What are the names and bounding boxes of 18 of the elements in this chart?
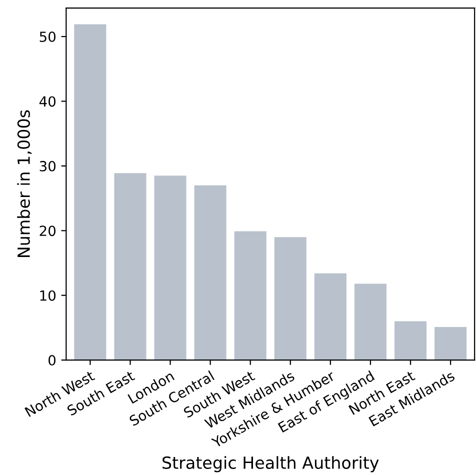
bar xyxy=(434,327,467,360)
bar xyxy=(354,284,386,360)
y-axis-title: Number in 1,000s xyxy=(17,110,32,257)
bar xyxy=(74,24,106,360)
y-tick-label: 40 xyxy=(39,96,56,107)
x-axis-title: Strategic Health Authority xyxy=(162,456,379,472)
y-tick-label: 10 xyxy=(40,290,56,301)
bar xyxy=(154,176,186,360)
y-tick-label: 20 xyxy=(40,226,56,236)
y-tick-label: 50 xyxy=(40,32,56,42)
bar xyxy=(394,321,427,360)
bar xyxy=(194,185,226,360)
bar xyxy=(274,237,306,360)
y-tick-label: 0 xyxy=(48,355,56,366)
bar xyxy=(114,173,146,360)
y-tick-label: 30 xyxy=(40,160,56,172)
bar xyxy=(314,273,346,360)
bar xyxy=(234,231,266,360)
